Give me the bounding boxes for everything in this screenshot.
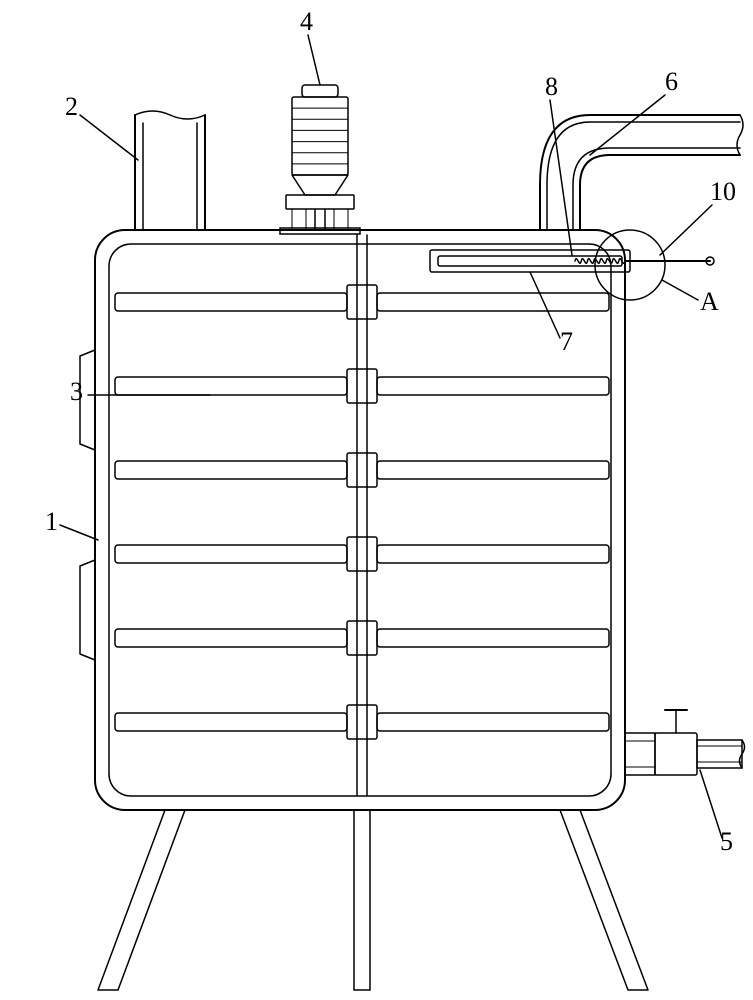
inlet-pipe-right — [540, 115, 743, 230]
callout-label-3: 3 — [70, 377, 83, 406]
spring — [575, 259, 625, 264]
tank-outer-wall — [95, 230, 625, 810]
leader-line — [530, 272, 560, 338]
callout-label-A: A — [700, 287, 719, 316]
callout-label-1: 1 — [45, 507, 58, 536]
leader-line — [590, 95, 665, 155]
support-legs — [98, 810, 648, 990]
leader-line — [700, 770, 722, 838]
inlet-tube-left — [135, 111, 205, 230]
valve-body — [655, 733, 697, 775]
callout-label-5: 5 — [720, 827, 733, 856]
callout-label-10: 10 — [710, 177, 736, 206]
technical-drawing: 1 2 3 4 5 6 7 8 10 A — [0, 0, 753, 1000]
agitator-blades — [115, 285, 609, 739]
callout-label-6: 6 — [665, 67, 678, 96]
leader-line — [308, 35, 320, 85]
callout-label-8: 8 — [545, 72, 558, 101]
leader-line — [660, 205, 712, 255]
callout-label-4: 4 — [300, 7, 313, 36]
leader-line — [80, 115, 138, 160]
slide-mechanism — [430, 230, 714, 300]
callout-label-7: 7 — [560, 327, 573, 356]
callout-label-2: 2 — [65, 92, 78, 121]
callouts: 1 2 3 4 5 6 7 8 10 A — [45, 7, 736, 856]
leader-line — [662, 280, 698, 300]
leader-line — [60, 525, 98, 540]
motor-assembly — [280, 85, 360, 234]
outlet-assembly — [625, 710, 745, 775]
